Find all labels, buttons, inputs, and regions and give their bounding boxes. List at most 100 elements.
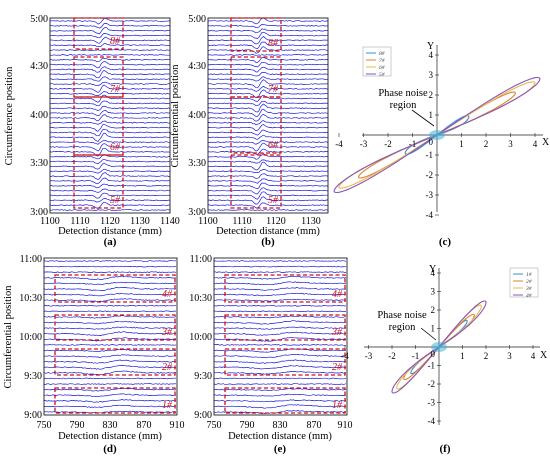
panel-d: 4# 3# 2# 1# 11:00 10:30 10:00 9:30 9:00 750… <box>3 254 185 455</box>
trace-line <box>213 320 347 325</box>
trace-line <box>207 17 329 25</box>
trace-line <box>207 46 329 54</box>
trace-line <box>49 91 170 97</box>
xtick-e-3: 870 <box>307 420 322 431</box>
trace-line <box>207 169 329 173</box>
defect-label: 1# <box>162 400 173 411</box>
trace-line <box>207 153 328 160</box>
defect-label: 2# <box>162 362 173 373</box>
trace-line <box>213 383 347 385</box>
defect-label: 6# <box>110 142 121 153</box>
xtick-b-3: 1130 <box>301 216 321 227</box>
trace-line <box>207 114 329 122</box>
ytick-d-4: 9:00 <box>24 410 42 421</box>
trace-line <box>213 359 347 365</box>
xlabel-a: Detection distance (mm) <box>58 226 162 237</box>
trace-line <box>213 393 347 397</box>
ytick-e-2: 10:00 <box>189 332 212 343</box>
defect-label: 8# <box>268 38 279 49</box>
lissajous-curves-c <box>333 76 541 194</box>
trace-line <box>49 66 171 73</box>
xtick-b-2: 1120 <box>266 216 286 227</box>
trace-line <box>207 31 329 39</box>
legend-label-f-3: 4# <box>526 292 532 299</box>
trace-lines-b <box>207 17 329 211</box>
plot-frame-a <box>49 17 171 214</box>
ytick-label: 1 <box>431 324 436 334</box>
trace-line <box>208 85 328 92</box>
panel-label-c: (c) <box>439 236 452 248</box>
trace-line <box>207 173 329 179</box>
ytick-e-0: 11:00 <box>190 254 212 265</box>
defect-label: 2# <box>332 362 343 373</box>
trace-line <box>50 81 171 87</box>
panel-label-e: (e) <box>274 443 287 455</box>
annotation-line1-c: Phase noise <box>378 88 428 99</box>
trace-line <box>43 275 177 280</box>
plot-frame-e <box>213 257 348 416</box>
trace-line <box>207 61 329 68</box>
trace-line <box>43 349 177 353</box>
trace-line <box>43 365 177 370</box>
defect-box <box>54 314 176 341</box>
xtick-a-1: 1110 <box>70 216 89 227</box>
trace-line <box>214 275 347 280</box>
trace-line <box>50 188 171 193</box>
trace-line <box>207 196 329 205</box>
trace-line <box>50 183 171 189</box>
panel-label-f: (f) <box>440 443 451 455</box>
axis-x-label-f: X <box>540 350 548 361</box>
defect-label: 7# <box>110 84 121 95</box>
trace-line <box>43 399 177 403</box>
trace-line <box>49 114 170 122</box>
xtick-e-2: 830 <box>273 420 288 431</box>
annotation-arrow-f <box>420 327 437 341</box>
trace-line <box>213 377 347 380</box>
defect-box <box>54 348 176 376</box>
xlabel-b: Detection distance (mm) <box>216 226 320 237</box>
trace-line <box>214 304 347 307</box>
trace-line <box>213 326 346 330</box>
defect-box <box>224 387 346 414</box>
defect-boxes-e: 4# 3# 2# 1# <box>224 274 346 414</box>
annotation-line2-f: region <box>389 322 417 333</box>
defect-boxes-b: 8# 7# 6# 5# <box>230 17 282 209</box>
trace-line <box>49 172 171 180</box>
defect-label: 5# <box>268 195 279 206</box>
trace-line <box>50 43 171 47</box>
trace-line <box>49 27 171 35</box>
trace-line <box>207 159 329 164</box>
trace-line <box>213 298 347 302</box>
xtick-label: 1 <box>459 139 464 149</box>
legend-label-c-3: 5# <box>379 72 385 78</box>
trace-line <box>49 120 171 125</box>
panel-label-d: (d) <box>103 443 117 455</box>
legend-box-f <box>509 267 539 298</box>
trace-line <box>43 271 177 273</box>
defect-box <box>224 314 346 341</box>
trace-line <box>207 36 329 45</box>
axis-y-label-f: Y <box>429 264 436 275</box>
trace-line <box>207 187 329 195</box>
trace-line <box>207 182 329 190</box>
panel-label-b: (b) <box>261 236 275 248</box>
trace-line <box>49 17 171 25</box>
defect-label: 1# <box>332 400 343 411</box>
trace-line <box>49 94 171 103</box>
ytick-label: 1 <box>429 110 434 120</box>
ytick-label: 4 <box>431 268 436 278</box>
trace-line <box>207 202 329 209</box>
legend-c: 8# 7# 6# 5# <box>362 46 392 78</box>
legend-label-f-0: 1# <box>526 272 532 278</box>
panel-label-a: (a) <box>104 236 117 248</box>
trace-line <box>207 79 329 89</box>
trace-line <box>213 404 347 409</box>
xtick-label: 4 <box>531 351 536 361</box>
defect-label: 4# <box>162 289 173 300</box>
trace-lines-e <box>213 260 347 415</box>
axis-ticks-c: -4 -3 -2 -1 1 2 3 4 4 3 2 1 -1 -2 -3 -4 0 <box>335 50 538 220</box>
ytick-b-2: 4:00 <box>188 110 206 121</box>
trace-line <box>207 76 329 82</box>
xtick-a-3: 1130 <box>130 216 150 227</box>
trace-line <box>43 344 177 346</box>
